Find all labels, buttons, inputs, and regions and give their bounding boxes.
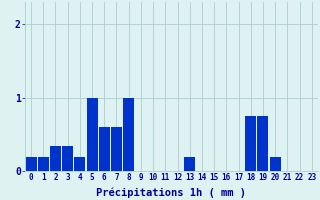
Bar [258,116,268,171]
Bar [74,157,85,171]
Bar [184,157,195,171]
Bar [270,157,281,171]
Bar [87,98,98,171]
Bar [62,146,73,171]
Bar [26,157,36,171]
Bar [50,146,61,171]
Bar [111,127,122,171]
Bar [123,98,134,171]
Bar [38,157,49,171]
Bar [245,116,256,171]
Bar [99,127,110,171]
X-axis label: Précipitations 1h ( mm ): Précipitations 1h ( mm ) [96,187,246,198]
